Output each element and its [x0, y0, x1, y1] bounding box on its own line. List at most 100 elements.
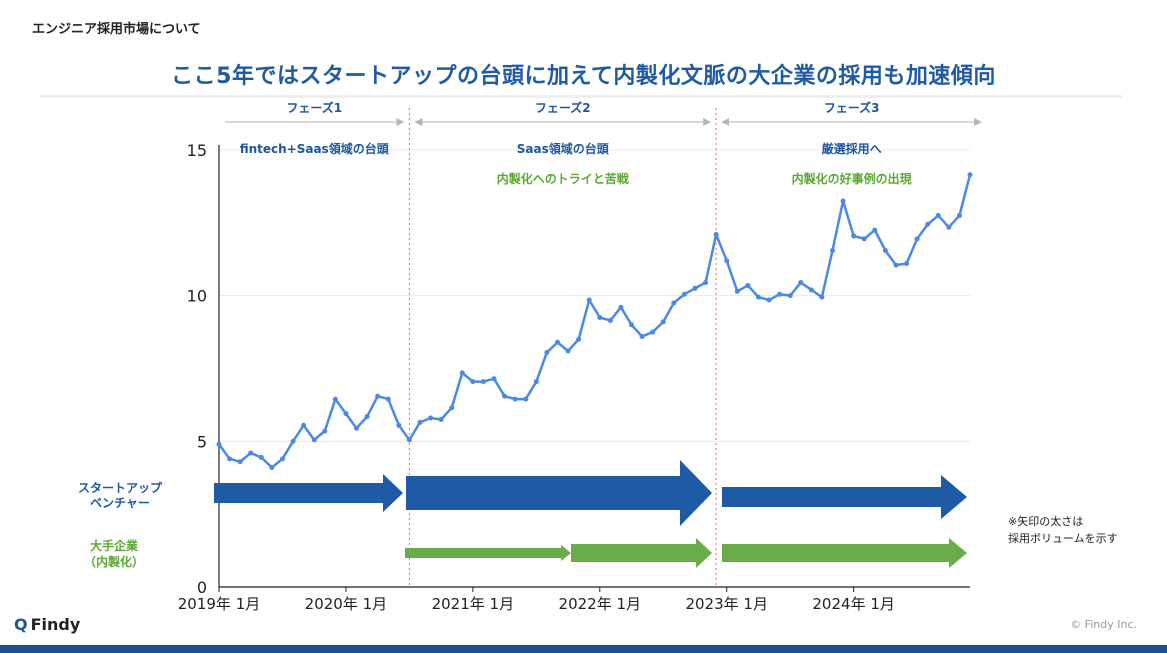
data-point [713, 231, 719, 237]
data-point [269, 465, 275, 471]
enterprise-arrow-phase3 [722, 538, 967, 568]
findy-logo: Q Findy [14, 615, 80, 634]
x-tick-label: 2020年 1月 [305, 595, 388, 613]
data-point [956, 213, 962, 219]
startup-arrow-phase3 [722, 475, 967, 519]
enterprise-arrow-phase2b [571, 538, 712, 568]
data-point [311, 437, 317, 443]
data-point [755, 294, 761, 300]
data-point [819, 294, 825, 300]
arrow-note: ※矢印の太さは [1008, 514, 1083, 528]
data-point [851, 233, 857, 239]
data-point [639, 333, 645, 339]
data-point [523, 396, 529, 402]
data-point [417, 419, 423, 425]
y-tick-label: 15 [187, 141, 207, 160]
startup-arrow-phase1 [214, 474, 403, 512]
startup-arrow-phase2 [406, 460, 712, 526]
x-tick-label: 2022年 1月 [559, 595, 642, 613]
data-point [745, 282, 751, 288]
data-point [586, 297, 592, 303]
data-point [861, 236, 867, 242]
data-point [914, 236, 920, 242]
bottom-bar [0, 645, 1167, 653]
data-point [798, 280, 804, 286]
data-point [829, 248, 835, 254]
data-point [618, 304, 624, 310]
startup-row-label: ベンチャー [90, 496, 150, 510]
data-point [258, 454, 264, 460]
data-point [597, 315, 603, 321]
data-point [544, 349, 550, 355]
data-point [322, 428, 328, 434]
data-point [692, 285, 698, 291]
phase-enterprise-note: 内製化の好事例の出現 [792, 171, 912, 186]
data-point [502, 393, 508, 399]
data-point [279, 456, 285, 462]
data-point [237, 459, 243, 465]
data-point [724, 258, 730, 264]
x-tick-label: 2021年 1月 [432, 595, 515, 613]
data-point [660, 319, 666, 325]
data-point [946, 224, 952, 230]
breadcrumb: エンジニア採用市場について [32, 22, 201, 37]
data-point [290, 438, 296, 444]
data-point [396, 422, 402, 428]
x-tick-label: 2024年 1月 [812, 595, 895, 613]
phase-label: フェーズ2 [535, 100, 591, 115]
data-point [904, 261, 910, 267]
data-point [967, 172, 973, 178]
phase-startup-note: 厳選採用へ [822, 141, 882, 156]
data-point [840, 198, 846, 204]
data-point [734, 288, 740, 294]
logo-text: Findy [30, 615, 81, 634]
data-point [893, 262, 899, 268]
data-point [935, 213, 941, 219]
data-point [565, 348, 571, 354]
data-point [227, 456, 233, 462]
enterprise-arrow-phase2a [405, 545, 571, 561]
data-point [354, 425, 360, 431]
data-point [703, 280, 709, 286]
data-point [406, 437, 412, 443]
arrow-note: 採用ボリュームを示す [1008, 531, 1118, 545]
data-point [766, 297, 772, 303]
data-point [480, 379, 486, 385]
data-point [385, 396, 391, 402]
data-point [650, 329, 656, 335]
data-point [872, 227, 878, 233]
x-tick-label: 2023年 1月 [685, 595, 768, 613]
data-point [459, 370, 465, 376]
phase-label: フェーズ1 [286, 100, 342, 115]
data-point [248, 450, 254, 456]
data-point [449, 405, 455, 411]
copyright: © Findy Inc. [1070, 618, 1137, 631]
enterprise-row-label: （内製化） [84, 554, 144, 569]
data-point [671, 300, 677, 306]
data-point [533, 379, 539, 385]
data-point [554, 339, 560, 345]
data-point [787, 293, 793, 299]
y-tick-label: 0 [197, 578, 207, 597]
data-point [629, 322, 635, 328]
phase-startup-note: fintech+Saas領域の台頭 [240, 141, 390, 156]
data-point [364, 414, 370, 420]
data-point [777, 291, 783, 297]
phase-startup-note: Saas領域の台頭 [517, 141, 610, 156]
startup-row-label: スタートアップ [78, 480, 163, 495]
data-point [332, 396, 338, 402]
data-point [925, 221, 931, 227]
data-point [216, 441, 222, 447]
title-divider [40, 95, 1122, 98]
enterprise-row-label: 大手企業 [90, 538, 139, 553]
data-point [607, 317, 613, 323]
page-title: ここ5年ではスタートアップの台頭に加えて内製化文脈の大企業の採用も加速傾向 [171, 64, 996, 89]
findy-logo-icon: Q [14, 615, 28, 634]
y-tick-label: 5 [197, 432, 207, 451]
data-point [343, 411, 349, 417]
data-point [428, 415, 434, 421]
phase-label: フェーズ3 [824, 100, 880, 115]
series-line [217, 174, 972, 469]
y-tick-label: 10 [187, 287, 207, 306]
data-point [375, 393, 381, 399]
